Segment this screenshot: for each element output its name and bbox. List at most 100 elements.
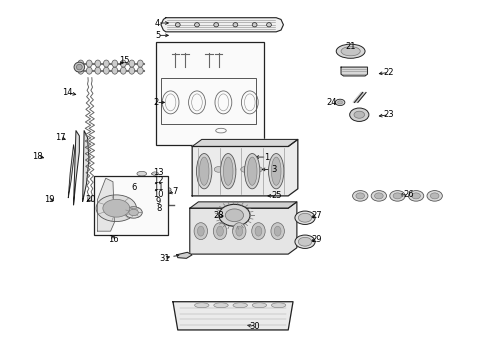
Text: 1: 1 bbox=[264, 153, 269, 162]
Ellipse shape bbox=[78, 67, 84, 74]
Ellipse shape bbox=[408, 190, 424, 201]
Text: 26: 26 bbox=[403, 190, 414, 199]
Ellipse shape bbox=[412, 193, 420, 199]
Ellipse shape bbox=[149, 201, 156, 205]
Ellipse shape bbox=[214, 23, 219, 27]
Ellipse shape bbox=[374, 193, 383, 199]
Ellipse shape bbox=[137, 60, 143, 67]
Text: 17: 17 bbox=[55, 133, 66, 142]
Polygon shape bbox=[192, 139, 298, 147]
Ellipse shape bbox=[220, 154, 236, 189]
Text: 28: 28 bbox=[213, 211, 224, 220]
Ellipse shape bbox=[121, 67, 126, 74]
Ellipse shape bbox=[135, 201, 144, 205]
Ellipse shape bbox=[354, 111, 365, 118]
Ellipse shape bbox=[129, 60, 135, 67]
Ellipse shape bbox=[241, 167, 249, 172]
Ellipse shape bbox=[225, 209, 244, 222]
Ellipse shape bbox=[223, 157, 233, 185]
Text: 25: 25 bbox=[271, 192, 281, 201]
Text: 12: 12 bbox=[153, 176, 164, 185]
Ellipse shape bbox=[430, 193, 439, 199]
Text: 6: 6 bbox=[131, 183, 136, 192]
Ellipse shape bbox=[112, 67, 118, 74]
Ellipse shape bbox=[96, 195, 137, 221]
Text: 16: 16 bbox=[108, 235, 118, 244]
Polygon shape bbox=[353, 93, 364, 102]
Text: 10: 10 bbox=[153, 190, 164, 199]
Ellipse shape bbox=[129, 67, 135, 74]
Text: 31: 31 bbox=[159, 254, 170, 263]
Ellipse shape bbox=[233, 303, 247, 308]
Text: 4: 4 bbox=[155, 18, 160, 27]
Ellipse shape bbox=[152, 172, 159, 175]
Ellipse shape bbox=[338, 101, 343, 104]
Ellipse shape bbox=[269, 154, 284, 189]
Ellipse shape bbox=[76, 64, 82, 70]
Text: 8: 8 bbox=[156, 204, 161, 213]
Ellipse shape bbox=[103, 199, 130, 217]
Text: 9: 9 bbox=[156, 197, 161, 206]
Ellipse shape bbox=[335, 99, 345, 105]
Text: 30: 30 bbox=[249, 322, 260, 331]
Polygon shape bbox=[161, 18, 283, 32]
Polygon shape bbox=[68, 145, 74, 198]
Ellipse shape bbox=[129, 209, 138, 216]
Text: 7: 7 bbox=[172, 187, 178, 196]
Ellipse shape bbox=[195, 23, 199, 27]
Polygon shape bbox=[74, 131, 79, 205]
Text: 18: 18 bbox=[32, 152, 43, 161]
Ellipse shape bbox=[152, 186, 159, 190]
Text: 3: 3 bbox=[271, 165, 276, 174]
Polygon shape bbox=[177, 252, 192, 258]
Ellipse shape bbox=[247, 157, 257, 185]
Ellipse shape bbox=[233, 223, 246, 240]
Ellipse shape bbox=[175, 23, 180, 27]
Ellipse shape bbox=[254, 167, 262, 172]
Bar bbox=[195, 165, 283, 174]
Ellipse shape bbox=[271, 157, 281, 185]
Ellipse shape bbox=[356, 193, 365, 199]
Ellipse shape bbox=[152, 179, 159, 183]
Ellipse shape bbox=[194, 223, 208, 240]
Ellipse shape bbox=[135, 208, 144, 212]
Text: 24: 24 bbox=[326, 98, 337, 107]
Ellipse shape bbox=[74, 62, 85, 72]
Ellipse shape bbox=[255, 226, 262, 236]
Ellipse shape bbox=[95, 67, 100, 74]
Bar bbox=[156, 42, 264, 145]
Ellipse shape bbox=[298, 237, 312, 246]
Ellipse shape bbox=[219, 204, 250, 226]
Ellipse shape bbox=[217, 226, 223, 236]
Ellipse shape bbox=[353, 190, 368, 201]
Ellipse shape bbox=[95, 60, 100, 67]
Text: 5: 5 bbox=[155, 31, 160, 40]
Ellipse shape bbox=[165, 188, 171, 191]
Text: 19: 19 bbox=[44, 195, 54, 204]
Text: 23: 23 bbox=[384, 110, 394, 119]
Text: 21: 21 bbox=[345, 42, 356, 51]
Polygon shape bbox=[173, 302, 293, 330]
Ellipse shape bbox=[137, 179, 147, 183]
Ellipse shape bbox=[271, 303, 286, 308]
Ellipse shape bbox=[390, 190, 405, 201]
Ellipse shape bbox=[213, 223, 227, 240]
Ellipse shape bbox=[195, 303, 209, 308]
Ellipse shape bbox=[214, 167, 223, 172]
Ellipse shape bbox=[121, 60, 126, 67]
Ellipse shape bbox=[236, 226, 243, 236]
Ellipse shape bbox=[78, 60, 84, 67]
Ellipse shape bbox=[274, 226, 281, 236]
Ellipse shape bbox=[233, 23, 238, 27]
Ellipse shape bbox=[136, 193, 145, 198]
Bar bbox=[94, 176, 168, 235]
Ellipse shape bbox=[137, 67, 143, 74]
Text: 20: 20 bbox=[85, 195, 96, 204]
Ellipse shape bbox=[371, 190, 387, 201]
Text: 11: 11 bbox=[153, 183, 164, 192]
Ellipse shape bbox=[197, 226, 204, 236]
Ellipse shape bbox=[149, 208, 156, 212]
Text: 13: 13 bbox=[153, 168, 164, 177]
Ellipse shape bbox=[112, 60, 118, 67]
Text: 15: 15 bbox=[119, 55, 129, 64]
